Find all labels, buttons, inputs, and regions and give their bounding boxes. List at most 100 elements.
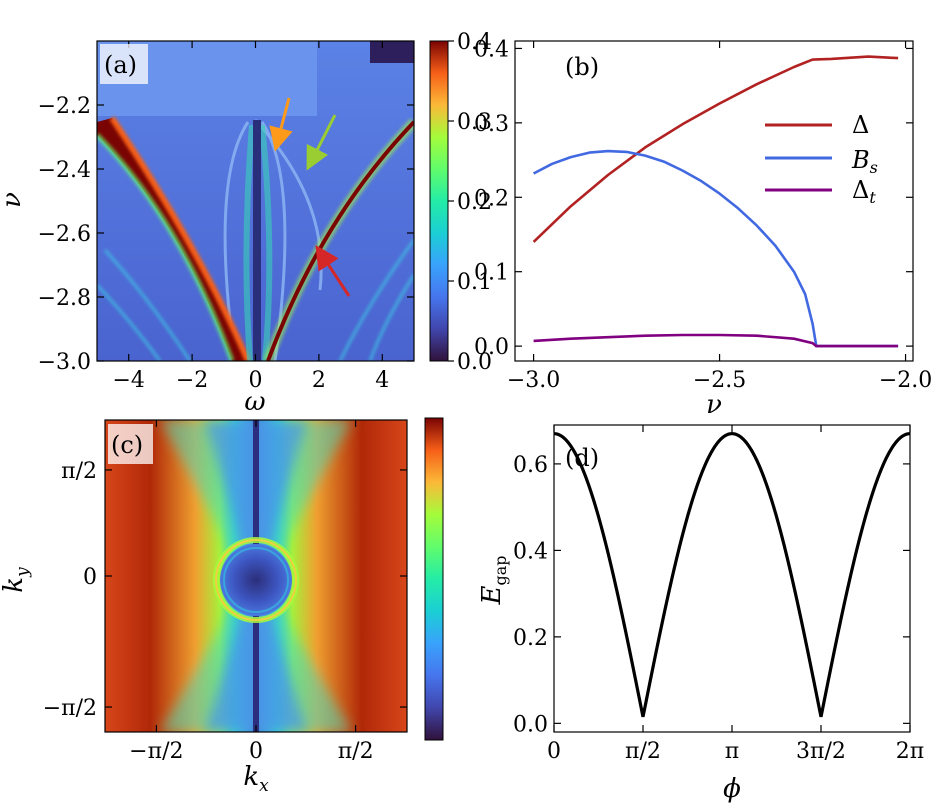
- d-ytick-label: 0.2: [513, 626, 548, 651]
- ticks-b: −3.0 −2.5 −2.0 0.0 0.1 0.2 0.3 0.4: [474, 37, 932, 393]
- b-ytick-label: 0.3: [474, 112, 509, 137]
- legend-b: Δ Bs Δt: [765, 111, 878, 207]
- xlabel-a: ω: [244, 387, 265, 417]
- heatmap-a-centre-glow: [243, 124, 255, 361]
- axes-frame-b: [514, 40, 914, 362]
- series-egap-line: [554, 432, 910, 718]
- colorbar-a-tick-label: 0.3: [457, 110, 492, 135]
- d-xtick-label: 2π: [896, 739, 924, 764]
- panel-b: −3.0 −2.5 −2.00.00.10.20.30.4 (b) Δ Bs Δt …: [474, 37, 932, 420]
- colorbar-a-gradient: [429, 40, 449, 362]
- b-ytick-label: 0.4: [474, 37, 509, 62]
- a-xtick-label: 4: [375, 368, 389, 393]
- colorbar-a-tick-label: 0.4: [457, 30, 492, 55]
- a-xtick-label: 2: [312, 368, 326, 393]
- panel-label-c-text: (c): [111, 431, 143, 459]
- heatmap-a-left-band-edge: [109, 116, 251, 361]
- b-xtick-label: −2.0: [879, 368, 932, 393]
- ylabel-c: ky: [0, 567, 33, 593]
- legend-b-bs-label: Bs: [851, 146, 878, 177]
- legend-b-delta-label: Δ: [852, 111, 869, 139]
- panel-label-b-text: (b): [565, 53, 599, 81]
- ticks-c: −π/2 0 π/2 π/2 0 −π/2: [43, 420, 407, 764]
- panel-label-a: (a): [100, 44, 148, 84]
- a-ytick-label: −2.2: [38, 94, 91, 119]
- ticks-a: −4 −2 0 2 4 −2.2 −2.4 −2.6 −2.8 −3.0: [38, 41, 414, 393]
- ylabel-d-base: E: [477, 586, 507, 606]
- a-xtick-label: −4: [112, 368, 144, 393]
- heatmap-c-inner-ring: [223, 547, 289, 613]
- d-ytick-label: 0.0: [513, 712, 548, 737]
- axes-frame-d: [553, 424, 911, 733]
- heatmap-c-centre-disk: [220, 544, 292, 616]
- legend-b-bs-sub: s: [870, 158, 878, 177]
- series--line: [532, 55, 899, 243]
- plot-d: [554, 432, 910, 718]
- colorbar-a: 0.0 0.1 0.2 0.3 0.4: [429, 30, 492, 375]
- heatmap-a-right-band: [266, 120, 414, 361]
- d-xtick-label: 0: [547, 739, 561, 764]
- a-ytick-label: −3.0: [38, 350, 91, 375]
- b-xtick-label: −2.5: [693, 368, 746, 393]
- d-ytick-label: 0.4: [513, 539, 548, 564]
- c-ytick-label: 0: [83, 565, 97, 590]
- c-xtick-label: 0: [249, 739, 263, 764]
- arrow-red: [315, 244, 351, 297]
- colorbar-a-tick-label: 0.2: [457, 190, 492, 215]
- b-xtick-label: −3.0: [507, 368, 560, 393]
- colorbar-a-ticks: 0.0 0.1 0.2 0.3 0.4: [448, 30, 492, 375]
- legend-b-dt-base: Δ: [852, 176, 869, 204]
- d-xtick-label: π: [725, 739, 739, 764]
- ylabel-c-sub: y: [13, 567, 33, 578]
- d-ytick-label: 0.6: [513, 453, 548, 478]
- panel-label-c: (c): [108, 424, 153, 464]
- ylabel-d-sub: gap: [491, 555, 510, 585]
- heatmap-a-left-band: [97, 118, 248, 361]
- a-xtick-label: −2: [176, 368, 208, 393]
- d-xtick-label: π/2: [625, 739, 661, 764]
- c-ytick-label: π/2: [61, 459, 97, 484]
- ylabel-d: Egap: [477, 555, 510, 605]
- ylabel-a: ν: [0, 192, 27, 208]
- legend-b-dt-sub: t: [869, 188, 876, 207]
- panel-label-d-text: (d): [565, 444, 599, 472]
- c-ytick-label: −π/2: [43, 696, 97, 721]
- c-xtick-label: −π/2: [129, 739, 183, 764]
- a-ytick-label: −2.6: [38, 222, 91, 247]
- ticks-d: 0 π/2 π 3π/2 2π 0.0 0.2 0.4 0.6: [513, 425, 924, 764]
- legend-b-dt-label: Δt: [852, 176, 876, 207]
- panel-d: 0 π/2 π 3π/2 2π 0.0 0.2 0.4 0.6 (d) ϕ Egap: [477, 424, 924, 804]
- series-b_s-line: [532, 149, 899, 348]
- xlabel-d: ϕ: [723, 774, 741, 804]
- arrow-orange: [269, 97, 293, 152]
- xlabel-b: ν: [706, 390, 722, 420]
- colorbar-a-tick-label: 0.1: [457, 270, 492, 295]
- panel-c: −π/2 0 π/2π/20−π/2 (c) kx ky: [0, 419, 408, 796]
- legend-b-bs-base: B: [851, 146, 870, 174]
- a-ytick-label: −2.8: [38, 286, 91, 311]
- xlabel-c-sub: x: [259, 776, 269, 796]
- colorbar-a-tick-label: 0.0: [457, 350, 492, 375]
- heatmap-a-centre-glow-right: [259, 124, 273, 361]
- heatmap-a-side-ridges: [97, 239, 414, 361]
- xlabel-c-base: k: [243, 762, 259, 792]
- heatmap-a-corner: [370, 41, 414, 63]
- heatmap-a-centre-line: [253, 120, 261, 361]
- ylabel-c-base: k: [0, 577, 29, 593]
- heatmap-c-ring: [215, 539, 297, 621]
- a-ytick-label: −2.4: [38, 158, 91, 183]
- b-ytick-label: 0.2: [474, 186, 509, 211]
- heatmap-a-left-band-halo: [97, 133, 235, 361]
- panel-label-a-text: (a): [104, 51, 137, 79]
- panel-a: −4 −2 0 2 4 −2.2 −2.4 −2.6 −2.8 −3.0 (a) ω ν: [0, 40, 415, 417]
- b-ytick-label: 0.0: [474, 335, 509, 360]
- arrow-green: [306, 114, 337, 171]
- plot-b: [532, 55, 899, 348]
- a-xtick-label: 0: [249, 368, 263, 393]
- xlabel-c: kx: [243, 762, 269, 796]
- d-xtick-label: 3π/2: [796, 739, 846, 764]
- series-_t-line: [533, 333, 899, 348]
- colorbar-c: [424, 417, 444, 741]
- c-xtick-label: π/2: [338, 739, 374, 764]
